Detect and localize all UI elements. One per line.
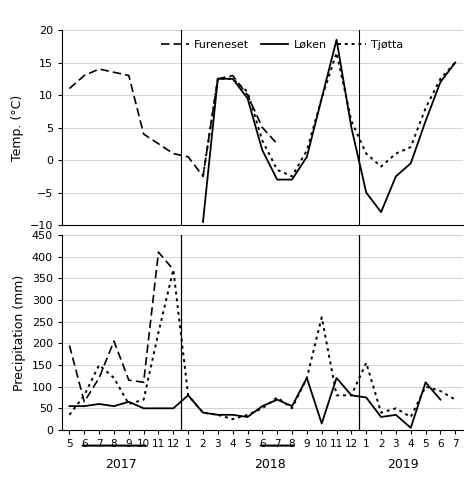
Y-axis label: Temp. (°C): Temp. (°C)	[11, 94, 24, 160]
Legend: Fureneset, Løken, Tjøtta: Fureneset, Løken, Tjøtta	[156, 36, 407, 54]
Text: 2018: 2018	[253, 458, 285, 471]
Text: 2019: 2019	[387, 458, 418, 471]
Y-axis label: Precipitation (mm): Precipitation (mm)	[13, 274, 26, 390]
Text: 2017: 2017	[105, 458, 137, 471]
